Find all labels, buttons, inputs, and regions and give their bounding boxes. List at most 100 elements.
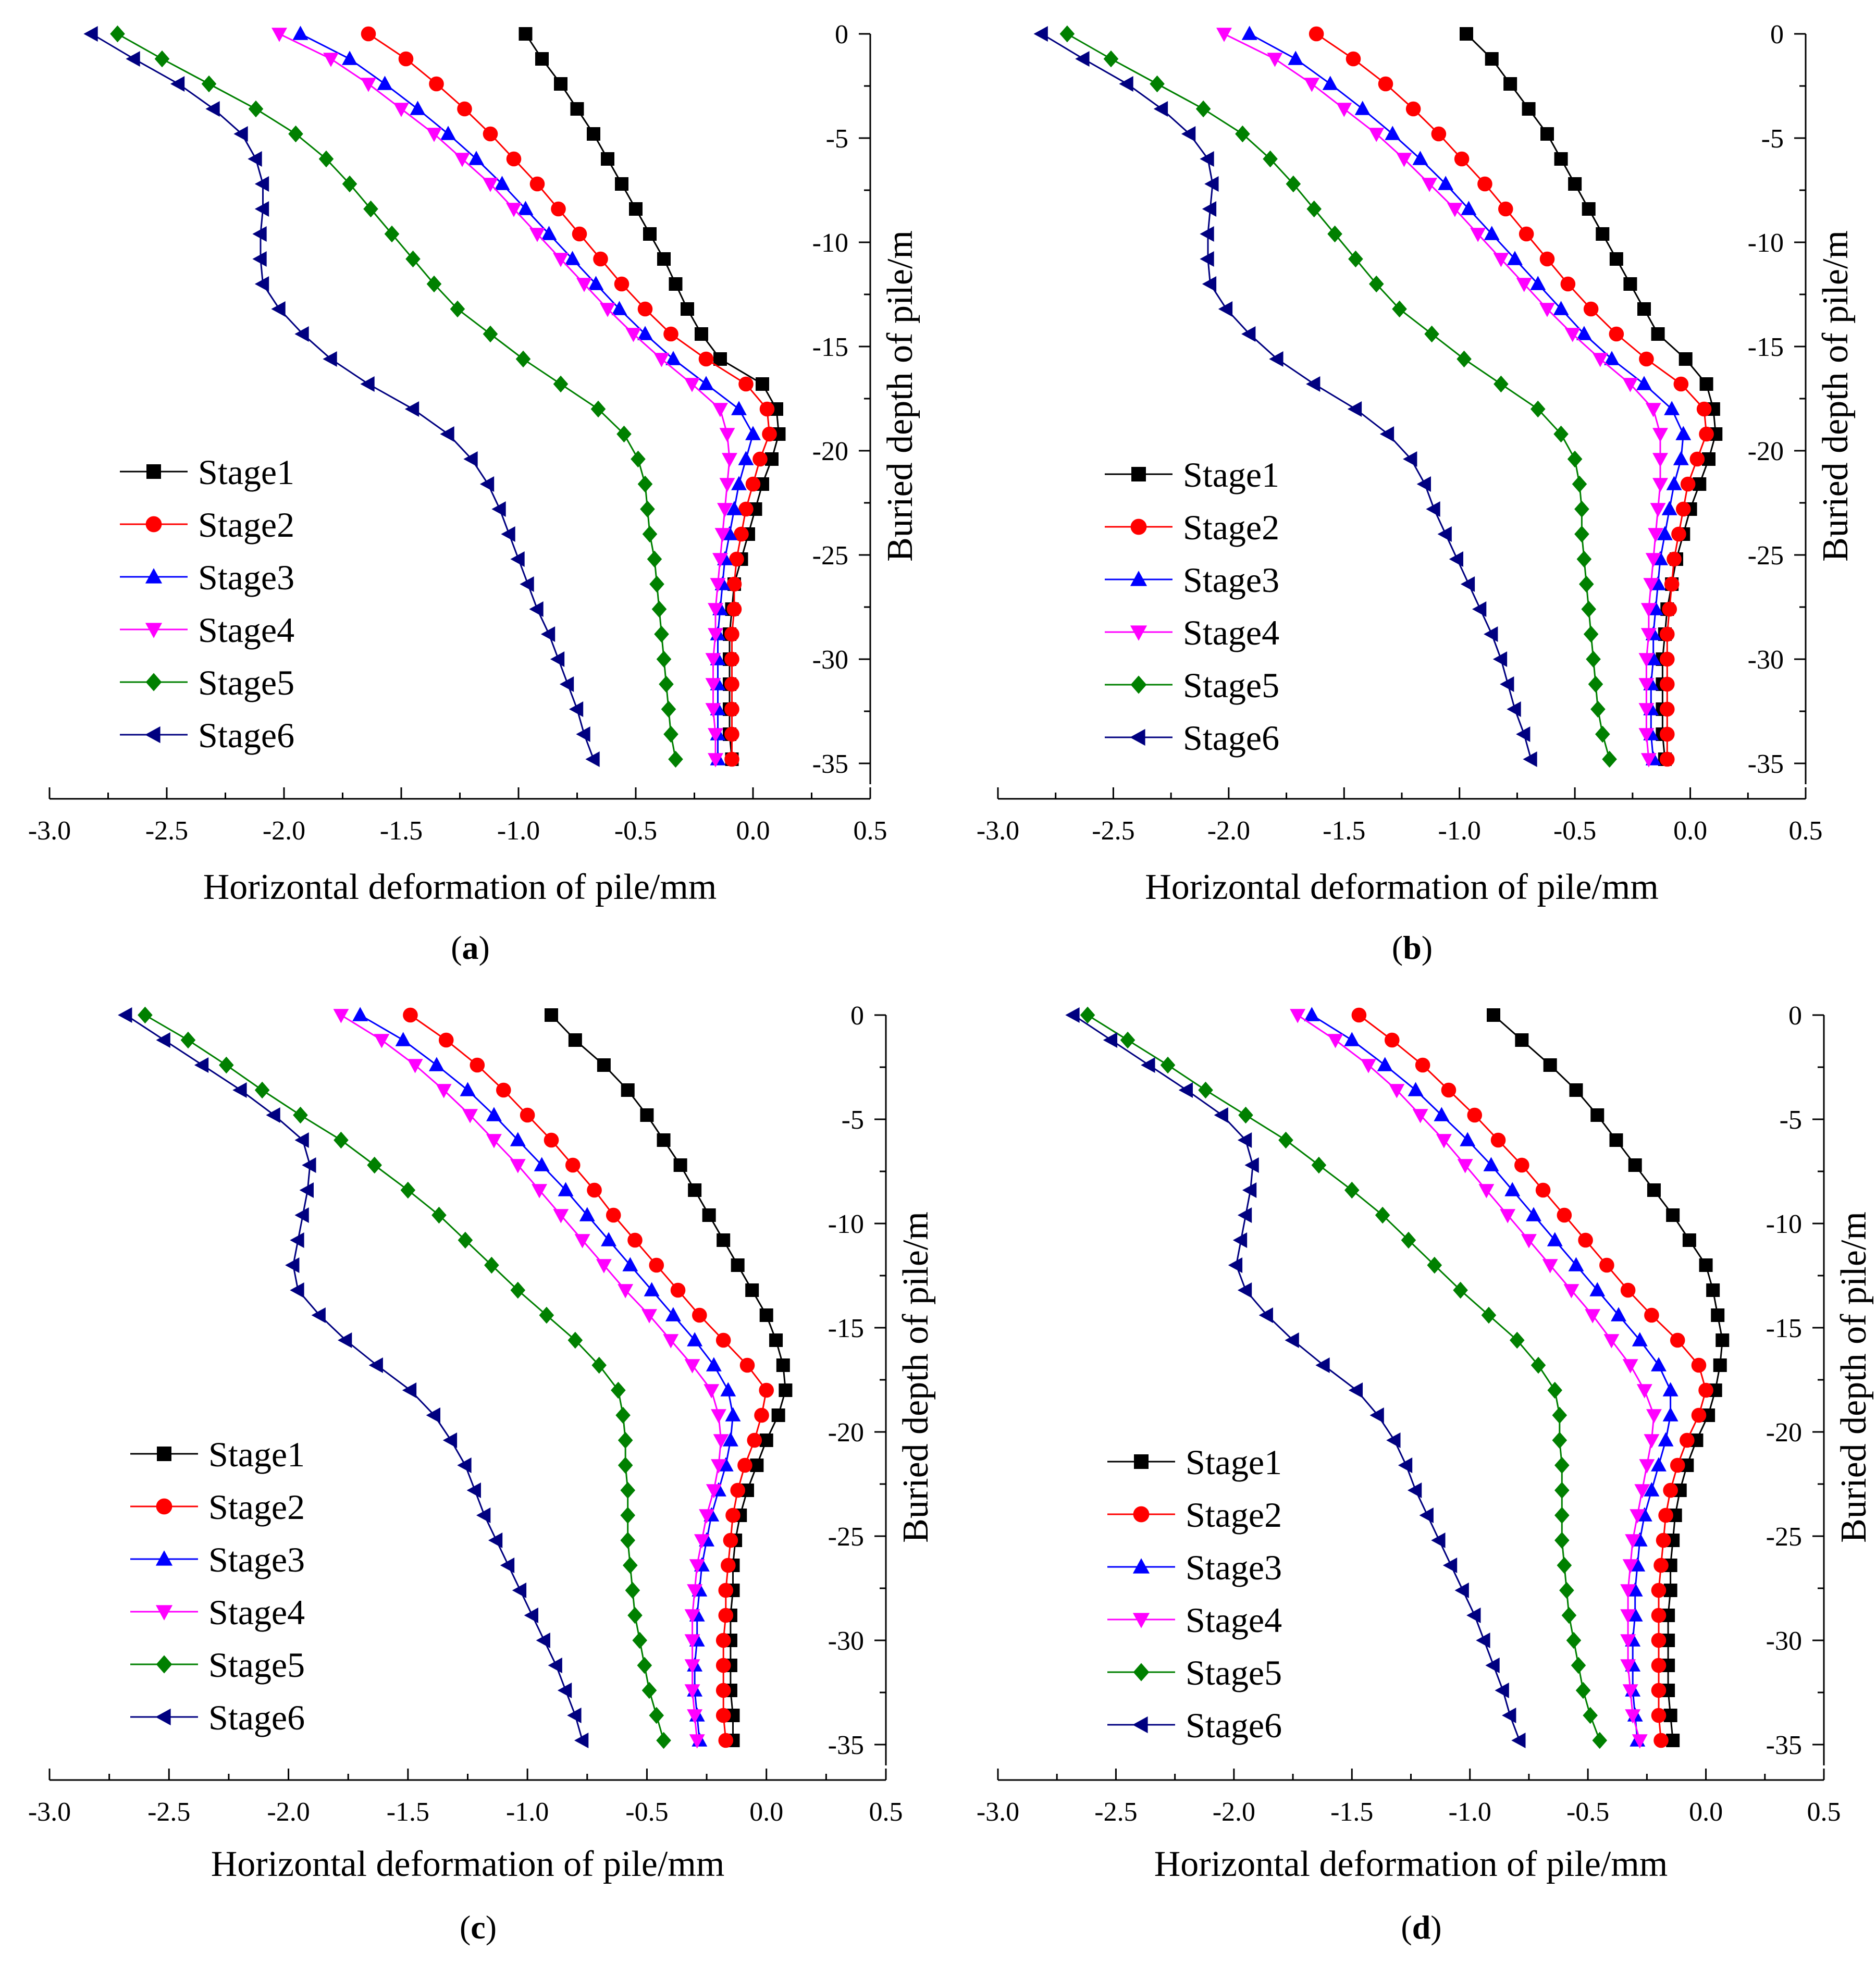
data-point [715,1683,731,1698]
data-point [620,1506,636,1524]
series-stage3 [1241,26,1692,765]
data-point [1398,1457,1413,1473]
data-point [361,78,376,92]
data-point [1658,1432,1674,1447]
data-point [1344,1181,1360,1199]
data-point [684,1609,700,1624]
data-point [1636,376,1652,390]
data-point [1403,451,1417,467]
data-point [1620,1609,1636,1624]
data-point [1652,453,1668,467]
legend-label: Stage3 [1186,1548,1282,1587]
caption-open: ( [451,929,462,966]
data-point [1620,1584,1636,1599]
data-point [1507,251,1523,265]
legend-label: Stage6 [1186,1706,1282,1745]
series-line [340,1014,722,1741]
caption-letter: c [471,1909,485,1946]
series-stage3 [292,26,761,765]
y-tick-label: -25 [1748,541,1784,571]
data-point [1644,1434,1660,1449]
data-point [670,1282,686,1298]
data-point [506,151,522,167]
data-point [705,653,721,668]
data-point [1603,1334,1620,1349]
data-point [1401,1231,1416,1249]
data-point [1699,1258,1713,1272]
legend: Stage1 Stage2 Stage3 Stage4 Stage5 Stage6 [1107,1442,1282,1745]
legend-marker [1130,518,1147,535]
legend-label: Stage4 [1183,613,1279,652]
data-point [669,277,683,291]
series-stage5 [1080,1006,1608,1749]
data-point [1661,501,1677,515]
data-point [627,1232,643,1248]
data-point [1595,725,1610,743]
data-point [529,601,544,617]
data-point [1609,252,1623,266]
data-point [659,675,674,693]
data-point [684,1659,700,1674]
data-point [722,1432,738,1447]
data-point [615,177,628,191]
y-tick-label: -15 [1766,1314,1802,1343]
data-point [1457,350,1472,368]
data-point [632,1632,647,1649]
panel-caption: (b) [1392,929,1433,966]
data-point [1237,1132,1252,1148]
data-point [640,1108,654,1122]
data-point [1698,1382,1713,1398]
data-point [718,1457,734,1472]
data-point [1198,1081,1213,1099]
series-stage2 [1309,26,1714,767]
data-point [1348,250,1363,268]
data-point [1385,126,1401,140]
data-point [1361,1059,1376,1073]
data-point [491,501,506,517]
series-line [125,1014,584,1741]
data-point [534,1157,550,1171]
data-point [1484,626,1498,642]
data-point [1523,751,1537,767]
data-point [290,1232,304,1248]
y-tick-label: -5 [1780,1105,1802,1135]
data-point [1368,275,1384,293]
data-point [1477,176,1492,192]
series-stage6 [118,1007,589,1748]
data-point [529,228,545,242]
data-point [1311,1156,1327,1174]
series-stage5 [138,1006,671,1749]
data-point [1706,1283,1720,1297]
data-point [233,126,248,142]
data-point [170,76,185,92]
x-tick-label: -3.0 [28,1797,71,1827]
data-point [567,1708,582,1723]
data-point [1267,53,1283,67]
data-point [294,1207,309,1223]
data-point [271,28,287,42]
data-point [715,1332,731,1348]
data-point [622,1257,638,1271]
data-point [1514,1157,1529,1173]
data-point [1569,1083,1583,1097]
data-point [1530,400,1546,418]
data-point [1218,301,1233,317]
data-point [1652,428,1668,442]
y-tick-label: 0 [1788,1001,1802,1031]
data-point [1542,1259,1558,1274]
data-point [138,1006,153,1024]
data-point [532,1184,548,1198]
data-point [689,1734,705,1749]
data-point [1500,1209,1516,1224]
data-point [1561,1606,1577,1624]
data-point [1263,150,1278,168]
data-point [601,152,614,166]
data-point [1696,401,1712,417]
data-point [1285,1332,1299,1348]
x-tick-label: 0.5 [1789,816,1823,846]
x-tick-label: 0.0 [1689,1797,1723,1827]
series-stage2 [1351,1007,1713,1748]
data-point [1574,525,1589,543]
x-tick-label: -1.5 [1323,816,1365,846]
data-point [407,1059,423,1073]
